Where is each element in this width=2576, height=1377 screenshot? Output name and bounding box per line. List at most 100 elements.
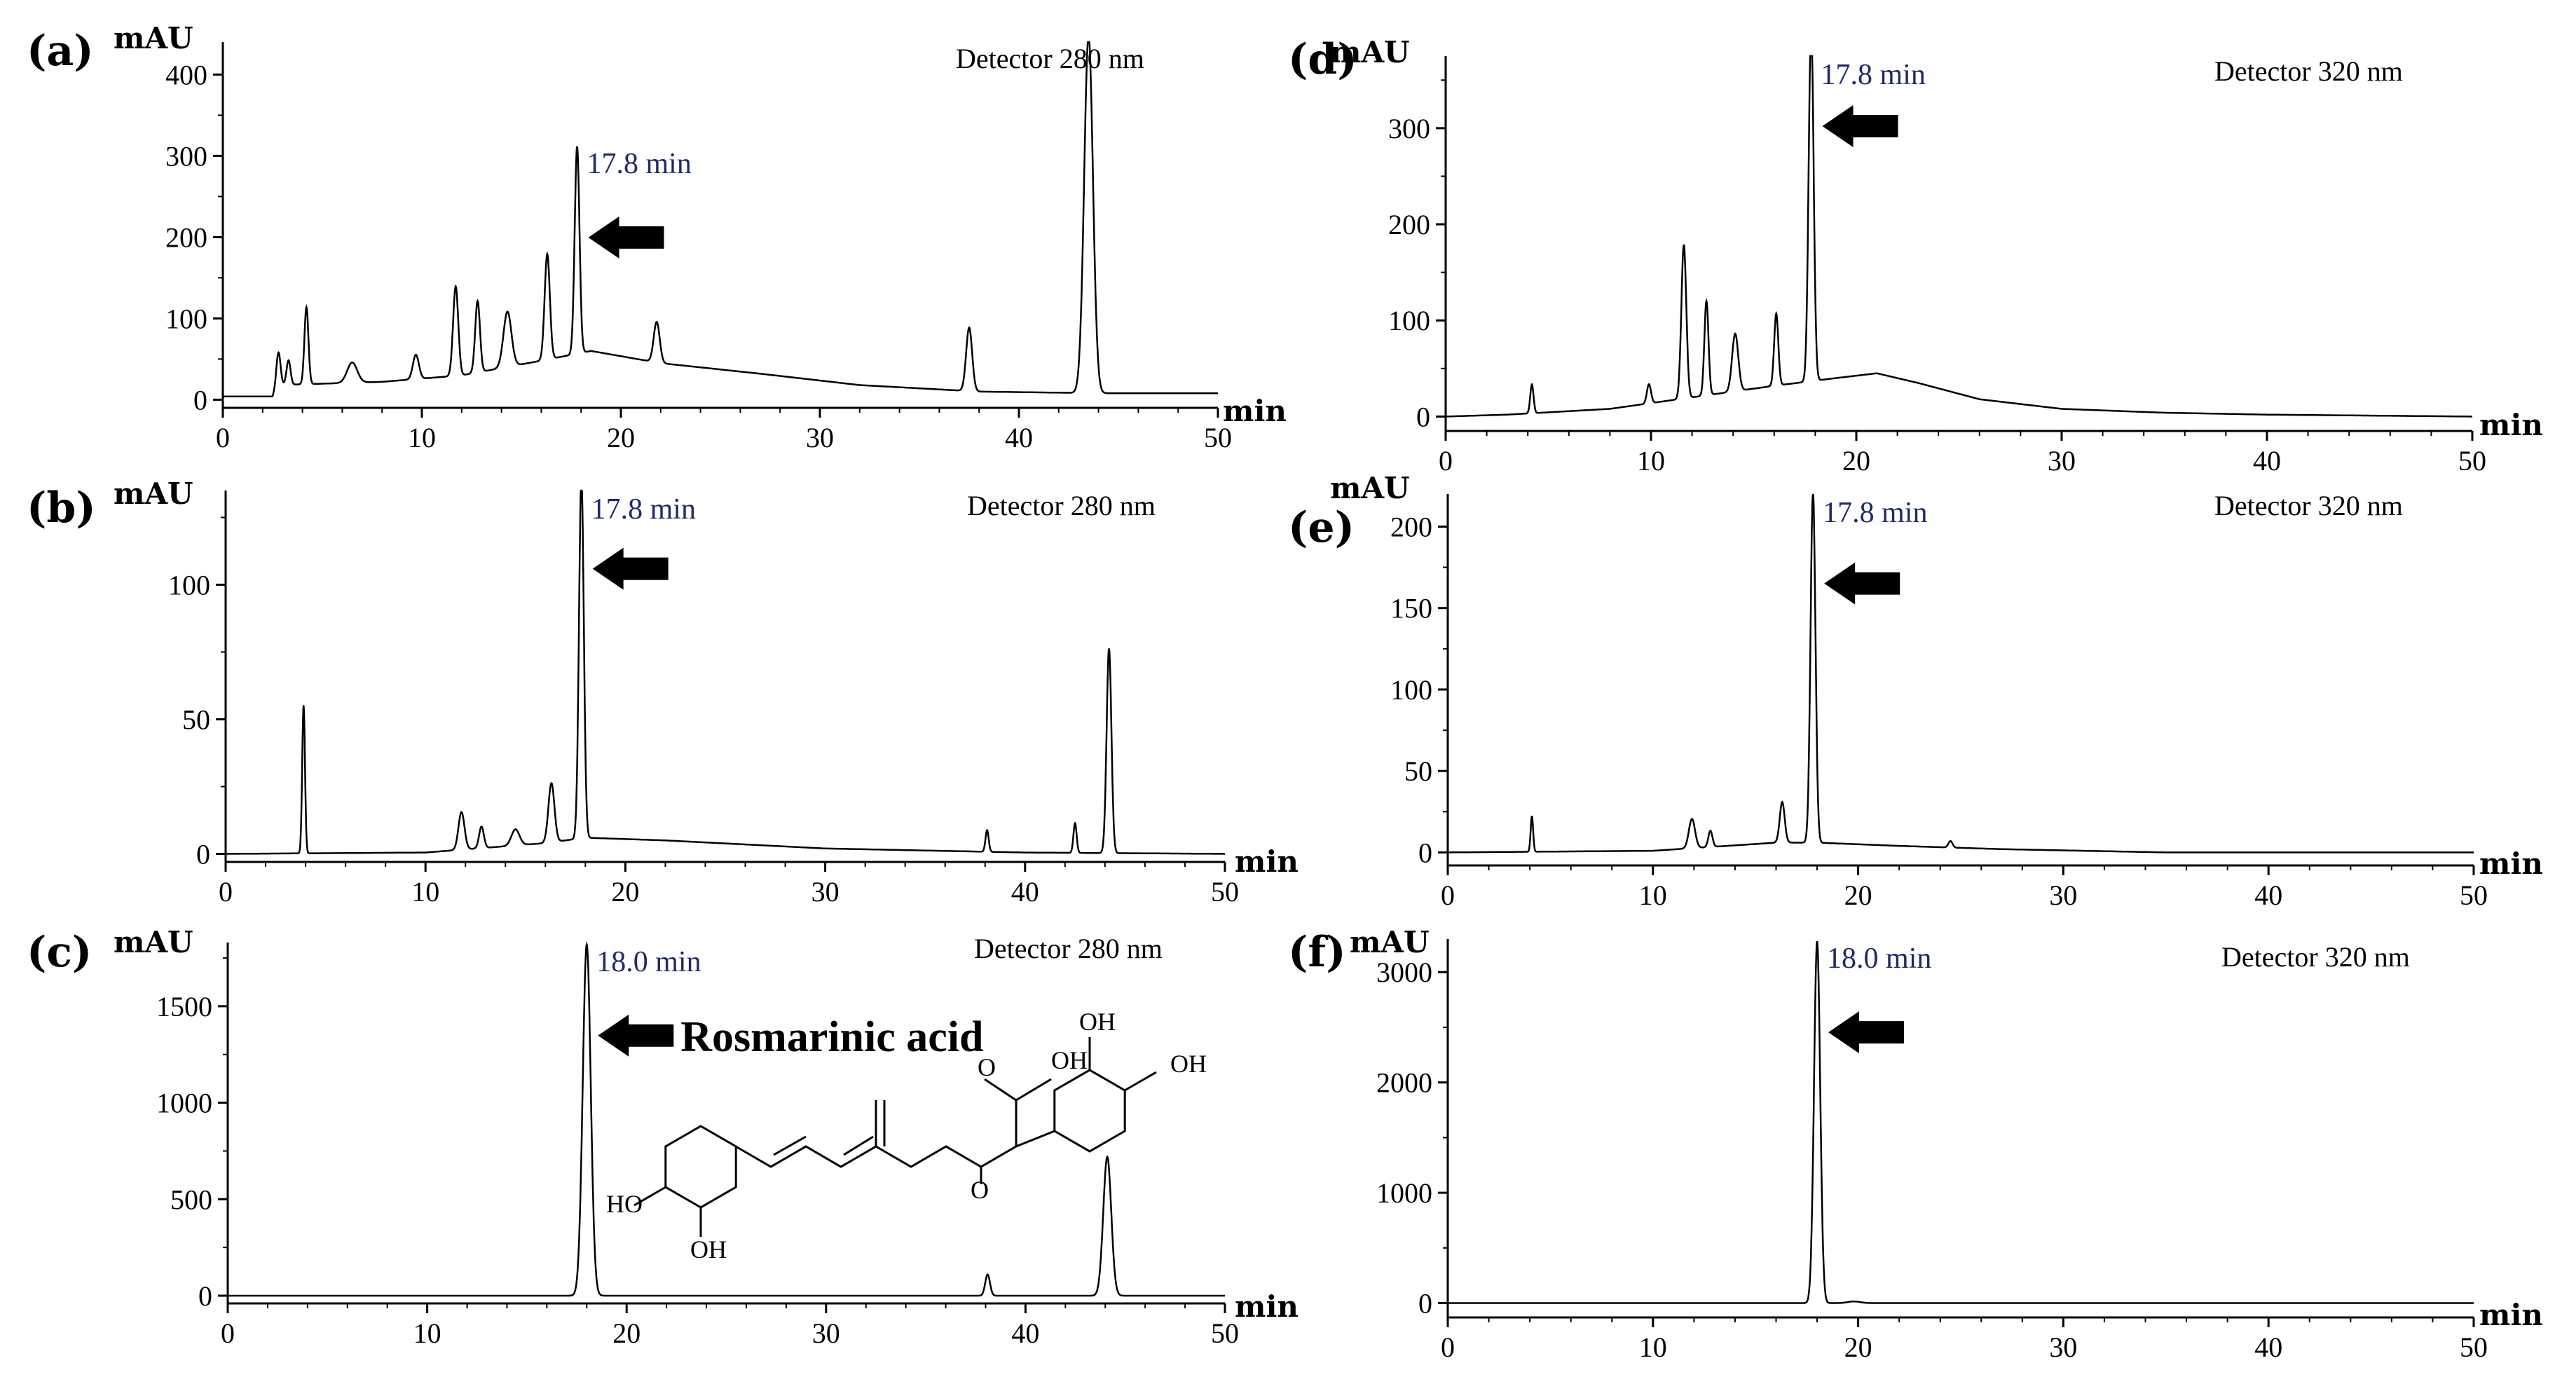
x-tick-label: 0 bbox=[1441, 879, 1455, 911]
hydroxyl-bonds bbox=[633, 1037, 1157, 1237]
retention-time-label: 18.0 min bbox=[596, 946, 701, 978]
x-tick-label: 0 bbox=[216, 422, 230, 453]
x-tick-label: 0 bbox=[1439, 445, 1453, 477]
chart-d: 0 10 20 30 40 50 0 100 200 300 17.8 min bbox=[1388, 55, 2486, 477]
carbon-chain bbox=[735, 1130, 1055, 1168]
y-axis-label: mAU bbox=[1350, 925, 1430, 959]
y-tick-label: 200 bbox=[165, 221, 207, 253]
rosmarinic-acid-structure bbox=[633, 1037, 1157, 1237]
benzene-ring bbox=[664, 1125, 737, 1209]
x-tick-label: 10 bbox=[1639, 879, 1667, 911]
y-axis-label: mAU bbox=[114, 477, 193, 511]
chart-a: 0 10 20 30 40 50 0 100 200 300 400 17.8 min bbox=[165, 41, 1232, 453]
y-tick-label: 1000 bbox=[1376, 1177, 1432, 1209]
y-tick-label: 50 bbox=[1404, 755, 1432, 787]
peak-arrow-icon bbox=[1828, 1011, 1905, 1054]
structure-atom-label: OH bbox=[1170, 1050, 1207, 1078]
detector-label: Detector 280 nm bbox=[964, 489, 1158, 522]
panel-a: (a) mAU Detector 280 nm min bbox=[0, 0, 1288, 463]
chromatogram-trace bbox=[1446, 55, 2472, 418]
x-tick-label: 10 bbox=[411, 876, 439, 907]
y-axis-label: mAU bbox=[114, 21, 193, 55]
x-tick-label: 0 bbox=[219, 876, 233, 907]
panel-e: (e) mAU Detector 320 nm min bbox=[1288, 463, 2576, 925]
peak-arrow-icon bbox=[598, 1014, 674, 1057]
x-tick-label: 40 bbox=[1011, 876, 1039, 907]
x-tick-label: 50 bbox=[2458, 445, 2486, 477]
structure-atom-label: O bbox=[971, 1176, 989, 1204]
peak-arrow-icon bbox=[588, 216, 664, 259]
x-axis-label: min bbox=[1223, 394, 1287, 428]
chromatogram-trace bbox=[223, 41, 1218, 398]
retention-time-label: 18.0 min bbox=[1827, 943, 1931, 975]
panel-label: (d) bbox=[1288, 35, 1357, 84]
y-axis-label: mAU bbox=[1330, 35, 1410, 69]
x-axis-label: min bbox=[1235, 1289, 1299, 1324]
detector-label: Detector 280 nm bbox=[971, 932, 1165, 965]
y-tick-label: 150 bbox=[1390, 593, 1432, 624]
x-tick-label: 0 bbox=[221, 1317, 235, 1349]
x-axis-label: min bbox=[2479, 1298, 2543, 1332]
x-tick-label: 40 bbox=[1011, 1317, 1039, 1349]
x-tick-label: 0 bbox=[1441, 1331, 1455, 1363]
x-tick-label: 10 bbox=[408, 422, 436, 453]
retention-time-label: 17.8 min bbox=[1821, 59, 1926, 91]
x-tick-label: 30 bbox=[2048, 445, 2076, 477]
panel-label: (c) bbox=[27, 928, 93, 977]
y-tick-label: 500 bbox=[170, 1184, 212, 1215]
y-tick-label: 100 bbox=[1390, 674, 1432, 706]
x-tick-label: 40 bbox=[2253, 445, 2281, 477]
y-tick-label: 0 bbox=[198, 1280, 212, 1312]
x-tick-label: 10 bbox=[413, 1317, 441, 1349]
double-bonds bbox=[773, 1135, 874, 1156]
detector-label: Detector 320 nm bbox=[2219, 940, 2413, 973]
x-tick-label: 40 bbox=[1005, 422, 1033, 453]
chart-e: 0 10 20 30 40 50 0 50 100 150 200 17.8 min bbox=[1390, 493, 2488, 911]
x-axis-label: min bbox=[2479, 408, 2543, 442]
y-tick-label: 200 bbox=[1390, 511, 1432, 542]
y-tick-label: 0 bbox=[1418, 837, 1432, 868]
chromatogram-trace bbox=[1448, 940, 2474, 1304]
y-axis-label: mAU bbox=[1330, 471, 1410, 505]
chromatogram-trace bbox=[228, 941, 1225, 1297]
y-tick-label: 400 bbox=[165, 59, 207, 90]
y-tick-label: 300 bbox=[165, 140, 207, 172]
x-tick-label: 20 bbox=[1844, 1331, 1872, 1363]
x-tick-label: 30 bbox=[2049, 879, 2077, 911]
detector-label: Detector 320 nm bbox=[2212, 55, 2406, 88]
x-axis-label: min bbox=[2479, 847, 2543, 881]
x-tick-label: 40 bbox=[2254, 879, 2282, 911]
panel-c: (c) mAU Detector 280 nm min bbox=[0, 925, 1299, 1377]
y-tick-label: 50 bbox=[182, 704, 210, 735]
x-tick-label: 10 bbox=[1639, 1331, 1667, 1363]
x-tick-label: 20 bbox=[1844, 879, 1872, 911]
y-tick-label: 0 bbox=[1418, 1288, 1432, 1320]
chromatogram-trace bbox=[226, 489, 1225, 855]
panel-d: (d) mAU Detector 320 nm min bbox=[1288, 0, 2576, 463]
y-tick-label: 0 bbox=[196, 838, 210, 870]
x-tick-label: 50 bbox=[2460, 1331, 2488, 1363]
chart-f: 0 10 20 30 40 50 0 1000 2000 3000 18.0 min bbox=[1376, 939, 2488, 1363]
carbonyl-bond bbox=[875, 1100, 886, 1146]
panel-label: (b) bbox=[27, 484, 96, 533]
panel-b: (b) mAU Detector 280 nm min bbox=[0, 463, 1299, 925]
y-tick-label: 100 bbox=[165, 303, 207, 334]
structure-atom-label: OH bbox=[690, 1235, 727, 1263]
y-tick-label: 1000 bbox=[156, 1088, 212, 1119]
chromatogram-trace bbox=[1448, 493, 2474, 854]
x-tick-label: 40 bbox=[2254, 1331, 2282, 1363]
y-tick-label: 100 bbox=[168, 569, 210, 601]
x-tick-label: 50 bbox=[1204, 422, 1232, 453]
x-tick-label: 30 bbox=[2049, 1331, 2077, 1363]
y-tick-label: 3000 bbox=[1376, 957, 1432, 988]
benzene-ring bbox=[1053, 1069, 1126, 1153]
peak-arrow-icon bbox=[1824, 562, 1900, 605]
compound-name-label: Rosmarinic acid bbox=[680, 1013, 983, 1061]
y-tick-label: 200 bbox=[1388, 209, 1430, 240]
panel-label: (e) bbox=[1288, 503, 1355, 552]
structure-atom-label: OH bbox=[1051, 1046, 1088, 1074]
detector-label: Detector 320 nm bbox=[2212, 489, 2406, 522]
acid-bonds bbox=[984, 1078, 1052, 1146]
